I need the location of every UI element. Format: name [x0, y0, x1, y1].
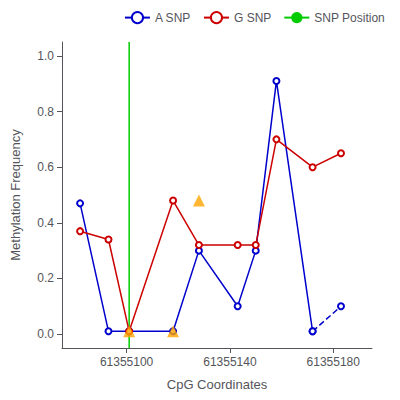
svg-text:61355180: 61355180: [307, 355, 361, 369]
svg-text:G SNP: G SNP: [234, 11, 271, 25]
svg-text:0.6: 0.6: [37, 160, 54, 174]
svg-text:61355100: 61355100: [100, 355, 154, 369]
svg-text:0.0: 0.0: [37, 327, 54, 341]
svg-text:1.0: 1.0: [37, 49, 54, 63]
svg-text:A SNP: A SNP: [155, 11, 190, 25]
svg-text:SNP Position: SNP Position: [314, 11, 384, 25]
svg-text:0.8: 0.8: [37, 105, 54, 119]
svg-text:0.2: 0.2: [37, 271, 54, 285]
svg-text:CpG Coordinates: CpG Coordinates: [167, 377, 268, 392]
svg-text:61355140: 61355140: [203, 355, 257, 369]
svg-text:0.4: 0.4: [37, 216, 54, 230]
svg-text:Methylation Frequency: Methylation Frequency: [8, 129, 23, 261]
